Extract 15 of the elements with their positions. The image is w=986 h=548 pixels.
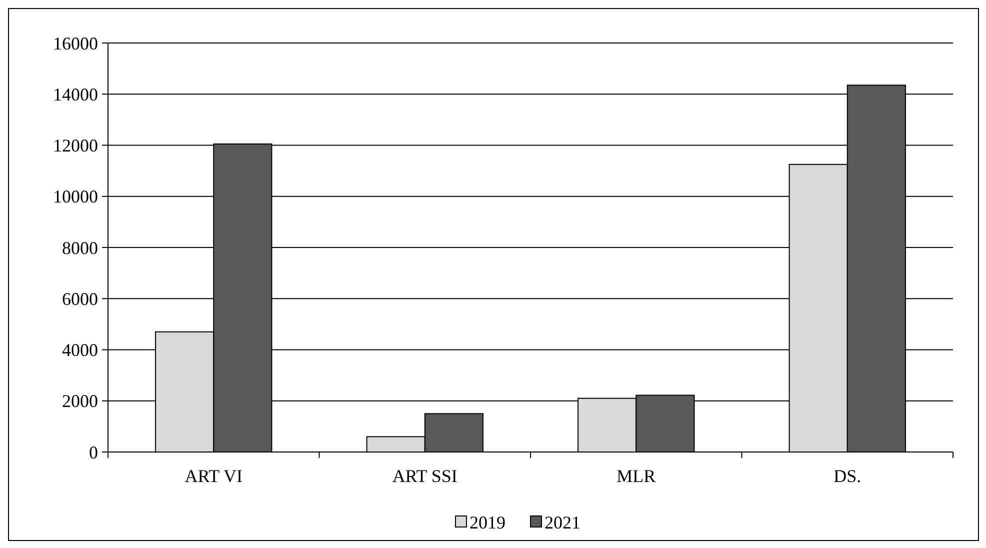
y-tick-label: 8000 (62, 238, 98, 258)
y-tick-label: 0 (89, 442, 98, 462)
legend-label: 2019 (470, 512, 506, 532)
x-tick-label: MLR (616, 466, 656, 486)
y-tick-label: 10000 (53, 186, 98, 207)
x-tick-label: ART SSI (392, 466, 458, 486)
y-tick-label: 6000 (62, 288, 98, 309)
y-tick-label: 2000 (62, 391, 98, 412)
legend-label: 2021 (544, 512, 580, 532)
x-tick-label: DS. (834, 466, 862, 486)
y-tick-label: 16000 (53, 33, 98, 54)
y-tick-label: 12000 (53, 136, 98, 156)
y-tick-label: 14000 (53, 84, 98, 104)
y-tick-label: 4000 (62, 340, 98, 360)
x-tick-label: ART VI (184, 466, 243, 486)
